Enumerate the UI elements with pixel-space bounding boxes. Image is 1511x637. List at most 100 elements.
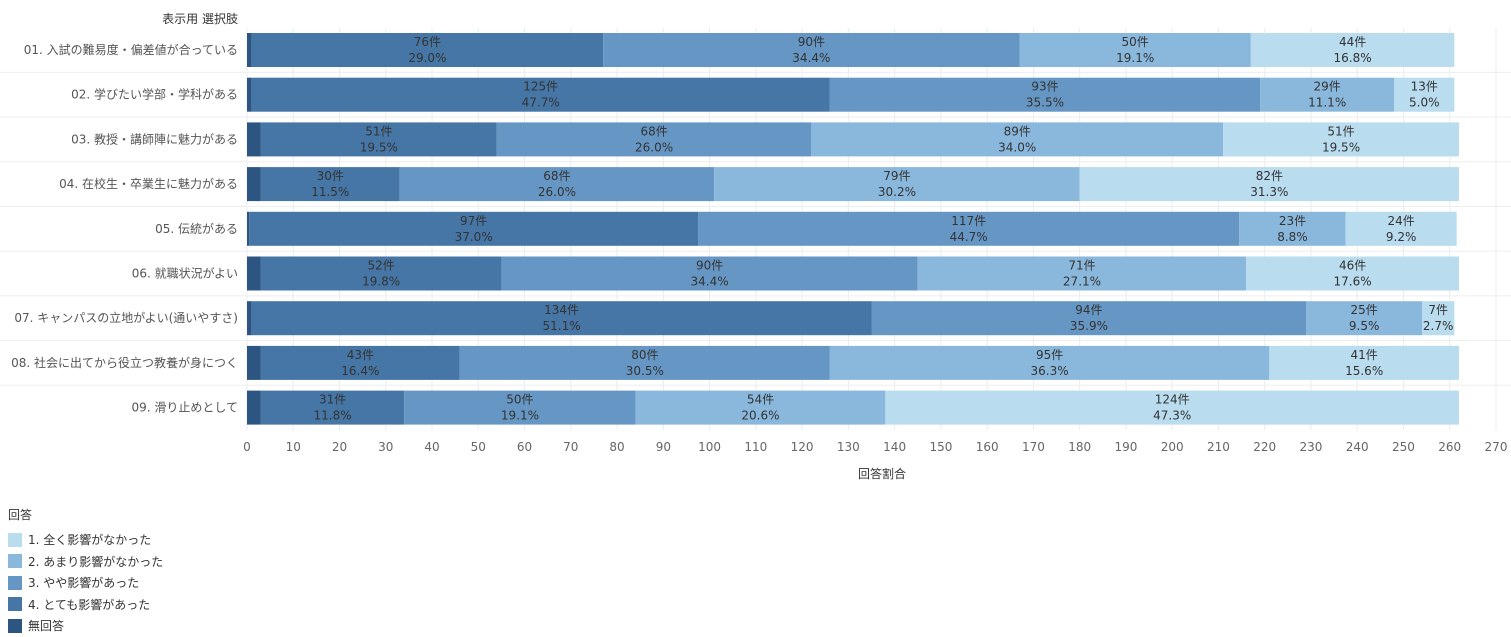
x-tick-label: 130	[837, 440, 860, 454]
row-label: 08. 社会に出てから役立つ教養が身につく	[11, 355, 238, 370]
bar-percent-label: 11.1%	[1308, 96, 1346, 110]
row-label: 06. 就職状況がよい	[132, 266, 238, 281]
x-tick-label: 140	[883, 440, 906, 454]
bar-segment	[698, 211, 1240, 246]
bar-percent-label: 19.1%	[501, 409, 539, 423]
bar-segment	[829, 77, 1261, 112]
legend-item: 無回答	[8, 615, 163, 637]
legend-swatch	[8, 575, 22, 590]
bar-segment	[249, 211, 699, 246]
bar-percent-label: 19.5%	[1322, 140, 1360, 154]
x-tick-label: 10	[286, 440, 301, 454]
bar-percent-label: 27.1%	[1063, 275, 1101, 289]
bar-percent-label: 34.4%	[792, 51, 830, 65]
bar-count-label: 13件	[1411, 80, 1438, 94]
x-tick-label: 210	[1207, 440, 1230, 454]
bar-segment	[829, 345, 1270, 380]
bar-count-label: 7件	[1428, 303, 1448, 317]
bar-percent-label: 26.0%	[635, 140, 673, 154]
x-tick-label: 90	[656, 440, 671, 454]
bar-count-label: 24件	[1388, 214, 1415, 228]
x-axis-title: 回答割合	[858, 466, 906, 481]
x-tick-label: 240	[1346, 440, 1369, 454]
x-tick-label: 150	[929, 440, 952, 454]
bar-percent-label: 36.3%	[1031, 364, 1069, 378]
bar-segment	[247, 301, 252, 336]
x-tick-label: 220	[1253, 440, 1276, 454]
legend-item: 1. 全く影響がなかった	[8, 529, 163, 551]
bar-count-label: 90件	[798, 35, 825, 49]
bar-segment	[260, 167, 400, 202]
bar-segment	[871, 301, 1307, 336]
bar-segment	[1250, 33, 1455, 67]
bar-segment	[603, 33, 1020, 67]
bar-count-label: 125件	[523, 80, 558, 94]
bar-percent-label: 31.3%	[1250, 185, 1288, 199]
bar-count-label: 43件	[347, 348, 374, 362]
x-tick-label: 270	[1485, 440, 1508, 454]
x-tick-label: 180	[1068, 440, 1091, 454]
bar-count-label: 30件	[317, 169, 344, 183]
bar-count-label: 54件	[747, 393, 774, 407]
x-axis-ticks: 0 10 20 30 40 50 60 70 80 90 100 110 120 130 140 150 160…	[243, 440, 1507, 454]
bar-segment	[885, 390, 1459, 425]
bar-segment	[917, 256, 1247, 291]
bar-percent-label: 16.8%	[1334, 51, 1372, 65]
legend-item: 3. やや影響があった	[8, 572, 163, 594]
bar-segment	[247, 345, 261, 380]
bar-segment	[247, 77, 252, 112]
bar-percent-label: 34.0%	[998, 140, 1036, 154]
legend-title: 回答	[8, 508, 33, 522]
bar-count-label: 25件	[1351, 303, 1378, 317]
x-tick-label: 200	[1161, 440, 1184, 454]
x-tick-label: 80	[609, 440, 624, 454]
bar-percent-label: 44.7%	[950, 230, 988, 244]
row-label: 04. 在校生・卒業生に魅力がある	[59, 176, 238, 191]
bar-count-label: 89件	[1004, 124, 1031, 138]
bar-count-label: 117件	[951, 214, 986, 228]
bar-segment	[251, 77, 830, 112]
x-tick-label: 20	[332, 440, 347, 454]
bar-count-label: 31件	[319, 393, 346, 407]
bar-segment	[501, 256, 918, 291]
bar-count-label: 93件	[1031, 80, 1058, 94]
row-header-label: 表示用 選択肢	[162, 11, 238, 26]
bar-segment	[635, 390, 886, 425]
stacked-bar-chart: 表示用 選択肢 76件 29.0% 90件 34.4% 50件 19.1% 44件 16.8%…	[0, 11, 1511, 481]
bar-percent-label: 26.0%	[538, 185, 576, 199]
bar-segment	[247, 33, 252, 67]
row-label: 05. 伝統がある	[155, 221, 238, 236]
bar-count-label: 134件	[544, 303, 579, 317]
bar-percent-label: 19.5%	[360, 140, 398, 154]
bar-count-label: 51件	[365, 124, 392, 138]
bar-segment	[247, 167, 261, 202]
bar-segment	[1269, 345, 1459, 380]
bar-count-label: 68件	[543, 169, 570, 183]
bar-count-label: 50件	[1122, 35, 1149, 49]
bar-count-label: 71件	[1068, 259, 1095, 273]
bar-percent-label: 8.8%	[1277, 230, 1308, 244]
bar-count-label: 76件	[414, 35, 441, 49]
bar-percent-label: 19.1%	[1116, 51, 1154, 65]
bar-segment	[260, 390, 405, 425]
bar-percent-label: 2.7%	[1423, 319, 1454, 333]
bar-segment	[714, 167, 1080, 202]
bar-segment	[260, 122, 497, 157]
bar-count-label: 50件	[506, 393, 533, 407]
bar-segment	[1306, 301, 1422, 336]
x-tick-label: 160	[976, 440, 999, 454]
x-tick-label: 230	[1300, 440, 1323, 454]
bar-percent-label: 9.5%	[1349, 319, 1380, 333]
legend-swatch	[8, 532, 22, 547]
legend-items: 1. 全く影響がなかった 2. あまり影響がなかった 3. やや影響があった 4. と…	[8, 529, 163, 637]
bar-percent-label: 20.6%	[741, 409, 779, 423]
legend-swatch	[8, 618, 22, 633]
x-tick-label: 260	[1438, 440, 1461, 454]
bar-count-label: 41件	[1351, 348, 1378, 362]
bar-segment	[1246, 256, 1459, 291]
bar-count-label: 97件	[460, 214, 487, 228]
bar-segment	[496, 122, 812, 157]
row-label: 09. 滑り止めとして	[131, 401, 238, 415]
bar-percent-label: 11.8%	[314, 409, 352, 423]
bar-segment	[1019, 33, 1251, 67]
